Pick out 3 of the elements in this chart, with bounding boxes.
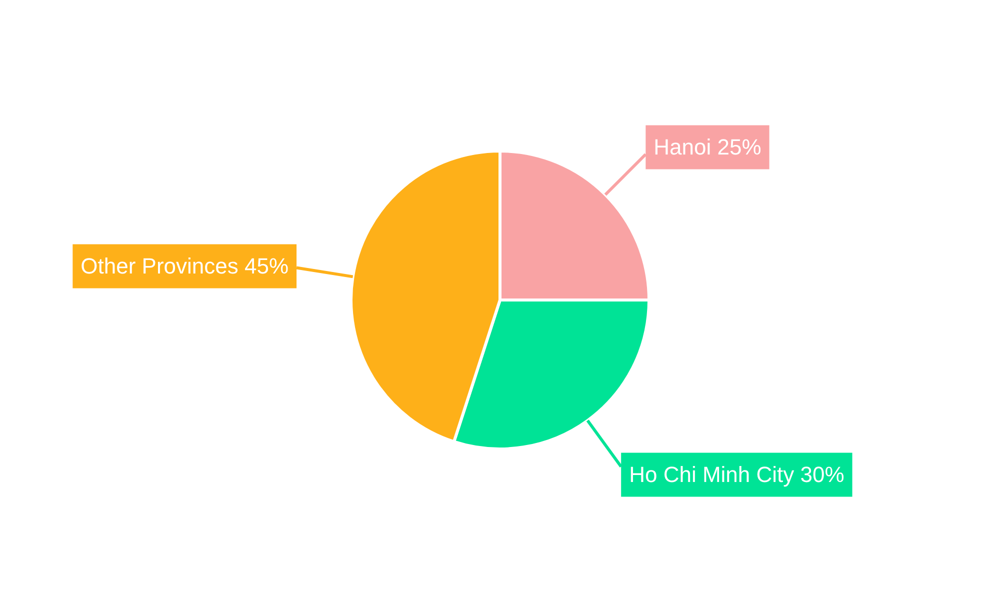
slice-label: Other Provinces 45% [80,253,289,278]
slice-label: Ho Chi Minh City 30% [629,462,844,487]
slice-label: Hanoi 25% [654,134,762,160]
